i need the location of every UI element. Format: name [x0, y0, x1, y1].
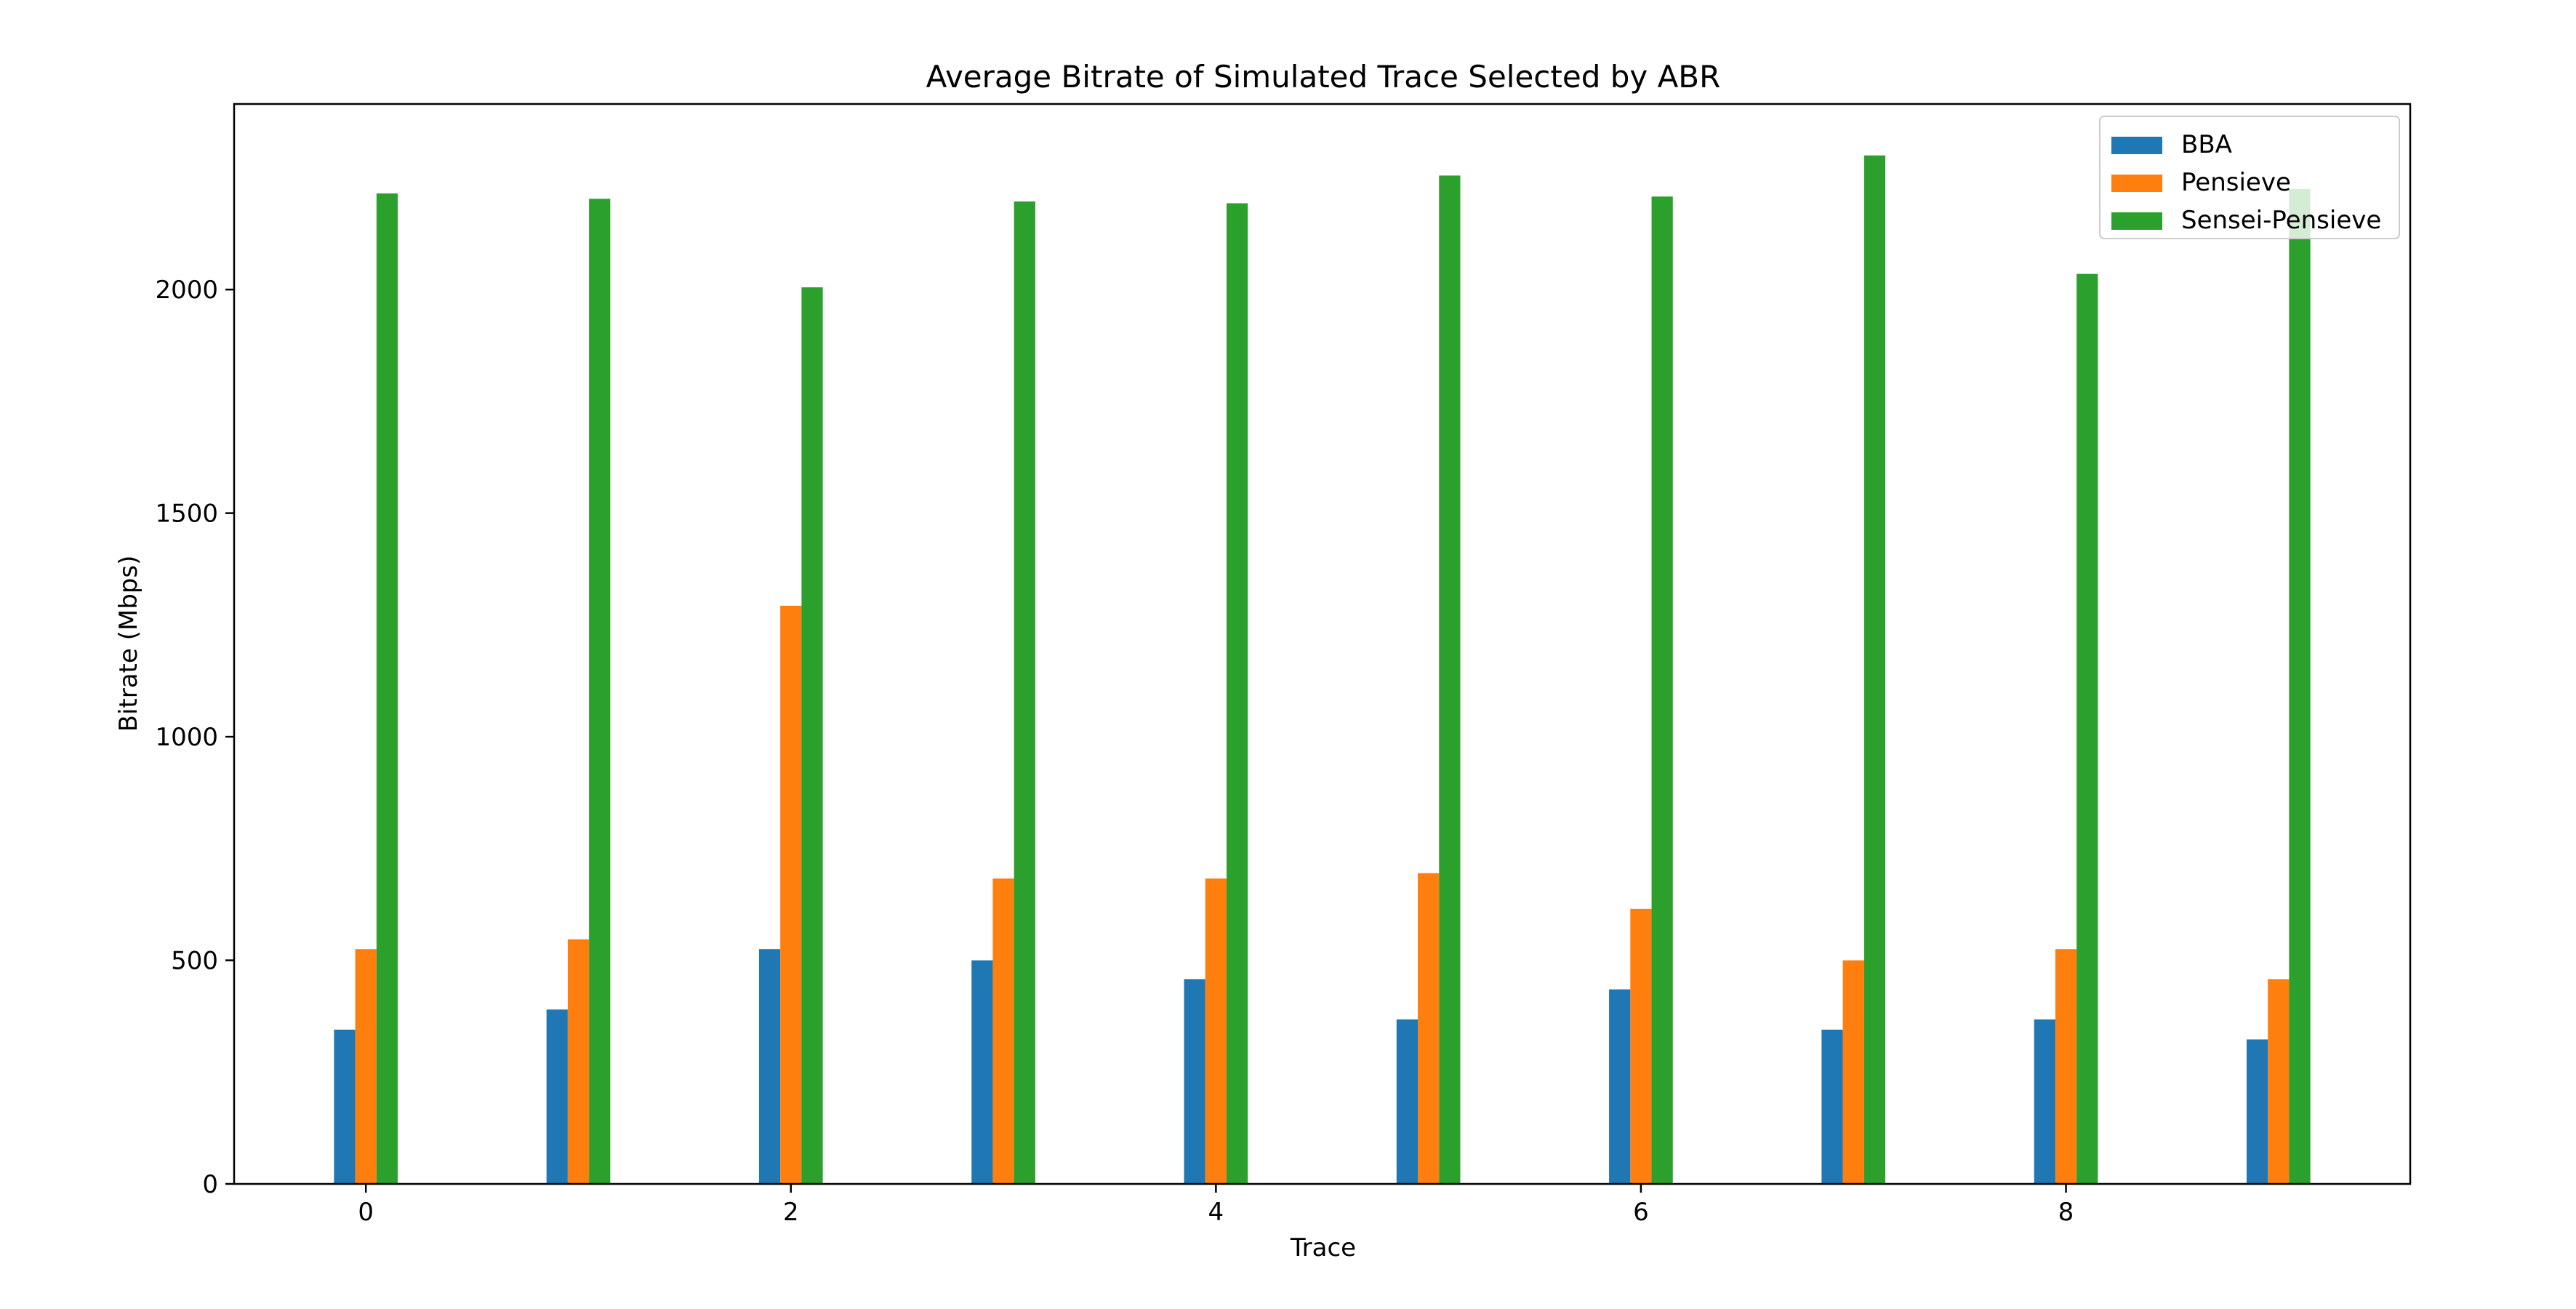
- bar-bba-trace-8: [2034, 1019, 2055, 1184]
- x-tick-label: 8: [2058, 1198, 2074, 1227]
- bar-sensei-pensieve-trace-8: [2077, 273, 2098, 1185]
- bar-pensieve-trace-8: [2055, 949, 2077, 1184]
- x-tick-label: 0: [358, 1198, 374, 1227]
- bar-pensieve-trace-0: [355, 949, 377, 1184]
- y-tick-label: 500: [171, 947, 218, 976]
- y-tick-label: 2000: [155, 276, 218, 305]
- bar-sensei-pensieve-trace-0: [376, 193, 398, 1185]
- legend-swatch-sensei-pensieve: [2111, 212, 2162, 230]
- bar-sensei-pensieve-trace-6: [1651, 196, 1673, 1185]
- bar-bba-trace-0: [334, 1029, 356, 1184]
- bar-sensei-pensieve-trace-9: [2289, 188, 2311, 1185]
- y-tick-label: 1500: [155, 500, 218, 529]
- legend: BBA Pensieve Sensei-Pensieve: [2099, 116, 2400, 239]
- x-tick-label: 6: [1633, 1198, 1649, 1227]
- bar-pensieve-trace-9: [2268, 979, 2290, 1184]
- bar-bba-trace-9: [2246, 1039, 2268, 1184]
- bar-bba-trace-6: [1609, 989, 1631, 1184]
- bar-sensei-pensieve-trace-7: [1863, 155, 1886, 1185]
- bar-pensieve-trace-7: [1842, 960, 1864, 1184]
- legend-swatch-pensieve: [2111, 175, 2162, 192]
- legend-label-pensieve: Pensieve: [2181, 168, 2291, 197]
- bar-bba-trace-2: [758, 949, 781, 1184]
- bar-pensieve-trace-2: [780, 605, 802, 1184]
- plot-frame: [233, 103, 2412, 1185]
- bar-pensieve-trace-5: [1418, 873, 1440, 1184]
- bar-sensei-pensieve-trace-4: [1226, 203, 1248, 1185]
- bar-bba-trace-1: [546, 1009, 568, 1184]
- x-tick-label: 4: [1208, 1198, 1224, 1227]
- legend-label-bba: BBA: [2181, 130, 2232, 159]
- bar-pensieve-trace-3: [992, 878, 1014, 1184]
- x-axis-label: Trace: [1290, 1233, 1356, 1262]
- bar-sensei-pensieve-trace-2: [801, 287, 823, 1184]
- y-tick-label: 0: [202, 1170, 218, 1199]
- bar-pensieve-trace-4: [1205, 878, 1227, 1184]
- bar-bba-trace-5: [1396, 1019, 1419, 1184]
- bar-bba-trace-4: [1184, 979, 1205, 1184]
- bars-layer: [334, 155, 2311, 1185]
- bar-bba-trace-7: [1821, 1029, 1843, 1184]
- bar-pensieve-trace-6: [1630, 908, 1652, 1184]
- legend-swatch-bba: [2111, 137, 2162, 154]
- x-tick-label: 2: [783, 1198, 799, 1227]
- legend-label-sensei-pensieve: Sensei-Pensieve: [2181, 206, 2381, 235]
- bar-sensei-pensieve-trace-5: [1439, 175, 1461, 1184]
- bar-bba-trace-3: [971, 960, 993, 1184]
- axes-layer: 0 2 4 6 8 0 500 1000 1500 2000: [155, 276, 2074, 1227]
- bar-pensieve-trace-1: [567, 939, 590, 1184]
- y-axis-label: Bitrate (Mbps): [114, 556, 143, 732]
- y-tick-label: 1000: [155, 723, 218, 752]
- chart-title: Average Bitrate of Simulated Trace Selec…: [926, 59, 1721, 95]
- legend-box: [2099, 116, 2400, 239]
- bar-sensei-pensieve-trace-1: [589, 199, 611, 1185]
- bar-sensei-pensieve-trace-3: [1014, 201, 1035, 1184]
